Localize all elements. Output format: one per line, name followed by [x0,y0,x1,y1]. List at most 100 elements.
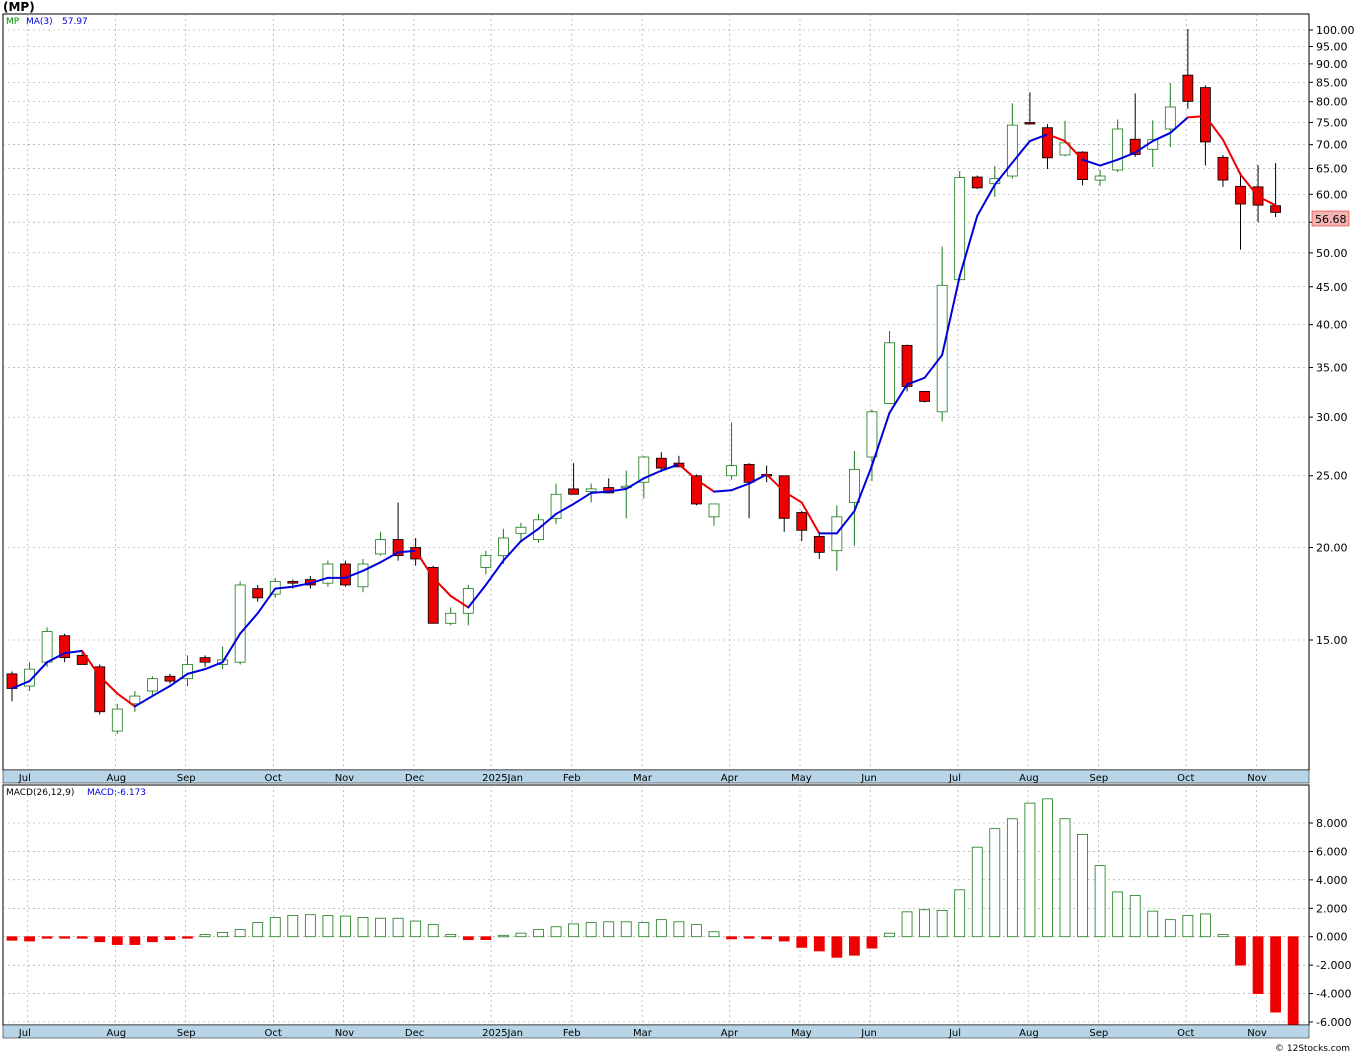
ma-segment [1099,158,1119,167]
macd-month-label: Sep [1089,1028,1108,1039]
macd-month-label: Jul [948,1028,961,1039]
macd-bar [901,911,913,938]
last-price-box [1311,210,1350,227]
ma-segment [923,353,944,379]
ma-segment [783,490,803,504]
ma-segment [941,275,961,356]
macd-bar [410,920,422,938]
ma-segment [379,551,400,564]
price-legend-ma-value: 57.97 [62,17,88,27]
macd-bar [796,936,808,948]
candle-body [655,457,667,469]
macd-bar [234,929,246,938]
macd-month-label: Oct [264,1028,281,1039]
candle-body [322,563,334,584]
price-tick-label: 25.00 [1316,470,1348,483]
candle-body [1164,106,1176,130]
macd-bar [989,828,1001,938]
macd-x-axis: Jul Aug Sep Oct Nov Dec 2025Jan Feb Mar Apr May Jun… [18,1028,1267,1039]
price-month-label: Aug [1019,773,1039,784]
ma-segment [713,489,733,493]
macd-bar [217,932,229,938]
ma-segment [748,473,768,485]
candle-body [936,284,948,413]
ma-segment [888,383,909,414]
price-tick-label: 75.00 [1316,117,1348,130]
ma-segment [502,540,522,562]
price-tick-label: 70.00 [1316,139,1348,152]
macd-bar [778,936,790,942]
price-y-axis: 15.00 20.00 25.00 30.00 35.00 40.00 45.00 50.00… [1309,24,1355,647]
ma-segment [853,464,873,513]
macd-bar [6,936,18,941]
macd-bar [340,915,351,938]
macd-bar [638,922,650,938]
macd-bar [866,936,878,949]
price-tick-label: 45.00 [1316,281,1348,294]
macd-bar [884,932,895,938]
macd-bar [743,936,755,939]
ma-segment [28,661,49,683]
macd-bar [287,914,299,938]
candle-body [1094,175,1106,181]
ma-segment [1204,115,1224,141]
price-tick-label: 80.00 [1316,96,1348,109]
macd-bar [497,934,509,938]
candle-body [743,463,755,483]
ma-segment [765,473,786,493]
price-month-label: Jun [860,773,877,784]
macd-bar [392,917,404,938]
macd-y-axis: 8.000 6.000 4.000 2.000 0.000 -2.000 -4.000 -6.… [1309,817,1351,1029]
price-month-label: Oct [1177,773,1194,784]
macd-bar [41,936,53,939]
candle-body [568,488,579,495]
candle-body [708,503,720,518]
candle-body [585,488,597,492]
ma-segment [397,549,417,554]
price-month-label: 2025Jan [482,773,523,784]
macd-bar [1094,865,1106,938]
price-month-label: Dec [405,773,424,784]
ma-segment [555,502,575,515]
candle-body [24,668,35,687]
ma-segment [432,576,452,597]
ma-segment [221,632,242,664]
ma-segment [1169,116,1189,134]
macd-tick-label: -4.000 [1316,988,1351,1001]
ma-segment [116,692,136,708]
candle-body [427,566,439,624]
candle-body [111,708,123,732]
macd-bar [1182,914,1194,938]
ma-segment [976,183,996,217]
ma-segment [1239,173,1260,198]
candle-body [1042,127,1053,159]
ma-segment [1081,158,1102,167]
candle-body [59,635,71,659]
macd-month-label: Feb [563,1028,581,1039]
moving-average-line [11,115,1277,708]
candle-body [901,344,913,387]
macd-month-label: Dec [405,1028,424,1039]
macd-bar [1287,936,1299,1025]
macd-bar [375,917,386,938]
price-panel [2,13,1310,771]
candle-body [76,654,88,665]
ma-segment [484,559,505,586]
macd-month-label: Sep [177,1028,196,1039]
macd-bar [673,921,685,938]
macd-month-label: 2025Jan [482,1028,523,1039]
macd-bar [1164,919,1176,938]
candle-body [480,555,492,568]
ma-segment [1011,140,1031,164]
macd-bar [1042,798,1053,938]
ma-segment [906,376,926,386]
ma-segment [1186,115,1207,119]
candle-body [164,675,176,682]
candle-body [445,612,457,624]
macd-tick-label: -6.000 [1316,1016,1351,1029]
macd-month-label: Oct [1177,1028,1194,1039]
ma-segment [625,477,645,490]
macd-bar [1112,891,1124,938]
ma-segment [46,652,66,664]
